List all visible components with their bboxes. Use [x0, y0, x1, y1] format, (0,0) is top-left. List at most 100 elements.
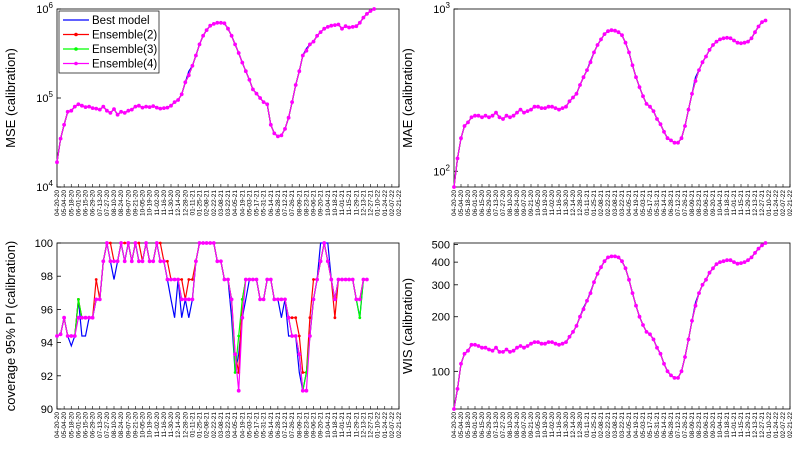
- x-tick-label: 11-29-21: [745, 190, 752, 216]
- x-tick-label: 11-02-20: [154, 412, 161, 438]
- y-tick-label: 92: [41, 371, 53, 383]
- x-tick-label: 08-10-20: [111, 412, 118, 438]
- x-tick-label: 08-10-20: [507, 412, 514, 438]
- data-point-ensemble-4: [233, 352, 238, 357]
- data-point-ensemble-4: [258, 96, 262, 100]
- data-point-ensemble-4: [606, 29, 610, 34]
- data-point-ensemble-4: [240, 315, 245, 320]
- x-tick-label: 05-31-21: [654, 190, 661, 216]
- data-point-ensemble-4: [293, 83, 298, 87]
- x-tick-label: 10-19-20: [147, 190, 154, 216]
- x-tick-label: 09-20-21: [710, 412, 717, 438]
- x-tick-label: 08-24-20: [118, 412, 125, 438]
- y-tick-base: 10: [433, 166, 445, 178]
- data-point-ensemble-4: [226, 277, 230, 282]
- data-point-ensemble-4: [108, 259, 113, 264]
- x-tick-label: 05-18-20: [465, 412, 472, 438]
- x-tick-label: 09-20-21: [318, 190, 325, 216]
- data-point-ensemble-4: [623, 266, 628, 271]
- x-tick-label: 11-02-20: [549, 190, 556, 216]
- data-point-ensemble-4: [112, 107, 116, 111]
- data-point-ensemble-4: [452, 407, 456, 411]
- data-point-ensemble-4: [201, 33, 206, 38]
- legend-marker: [74, 61, 78, 66]
- data-point-ensemble-4: [318, 259, 323, 264]
- x-tick-label: 01-24-22: [773, 412, 780, 438]
- x-tick-label: 06-28-21: [275, 190, 282, 216]
- data-point-ensemble-4: [300, 388, 305, 393]
- x-tick-label: 01-24-22: [382, 412, 389, 438]
- x-tick-label: 10-19-20: [147, 412, 154, 438]
- data-point-ensemble-4: [90, 315, 95, 320]
- x-tick-label: 08-23-21: [303, 190, 310, 216]
- y-tick-exponent: 4: [49, 179, 54, 188]
- data-point-ensemble-4: [616, 30, 621, 35]
- data-point-ensemble-4: [236, 51, 241, 55]
- data-point-ensemble-4: [581, 307, 586, 312]
- x-tick-label: 03-08-21: [612, 190, 619, 216]
- x-tick-label: 09-07-20: [521, 412, 528, 438]
- data-point-ensemble-2: [312, 278, 315, 281]
- x-tick-label: 06-15-20: [83, 412, 90, 438]
- data-point-ensemble-4: [183, 80, 188, 85]
- data-point-ensemble-4: [564, 104, 568, 109]
- data-point-ensemble-4: [585, 68, 589, 72]
- data-point-ensemble-4: [578, 314, 582, 319]
- data-point-ensemble-4: [550, 340, 554, 344]
- data-point-ensemble-4: [219, 20, 223, 25]
- x-tick-label: 02-21-22: [396, 190, 403, 216]
- data-point-ensemble-4: [739, 41, 743, 46]
- data-point-ensemble-4: [251, 87, 255, 92]
- data-point-ensemble-4: [112, 259, 116, 264]
- y-tick-exponent: 5: [49, 90, 54, 99]
- plot-frame: [56, 242, 400, 410]
- data-point-ensemble-4: [721, 36, 726, 41]
- x-tick-label: 05-18-20: [465, 190, 472, 216]
- data-point-ensemble-4: [480, 115, 484, 120]
- data-point-ensemble-4: [630, 63, 635, 68]
- x-tick-label: 05-04-20: [458, 412, 465, 438]
- y-tick-label: 200: [432, 312, 450, 324]
- x-tick-label: 05-04-20: [61, 190, 68, 216]
- x-tick-label: 02-07-22: [389, 412, 396, 438]
- data-point-ensemble-4: [333, 23, 337, 27]
- data-point-ensemble-4: [452, 185, 456, 189]
- data-point-ensemble-2: [166, 259, 169, 263]
- x-tick-label: 11-02-20: [154, 190, 161, 216]
- data-point-ensemble-4: [322, 241, 327, 245]
- legend-entry: Ensemble(4): [92, 59, 157, 71]
- data-point-ensemble-4: [122, 259, 127, 264]
- data-point-ensemble-4: [279, 133, 284, 138]
- data-point-ensemble-4: [571, 330, 575, 334]
- data-point-ensemble-4: [539, 341, 544, 346]
- data-point-ensemble-4: [553, 341, 558, 346]
- x-tick-label: 10-04-21: [325, 190, 332, 216]
- data-point-ensemble-4: [662, 361, 666, 366]
- x-tick-label: 09-06-21: [703, 190, 710, 216]
- data-point-ensemble-4: [101, 104, 106, 109]
- x-tick-label: 11-29-21: [745, 412, 752, 438]
- data-point-ensemble-4: [644, 330, 649, 334]
- data-point-ensemble-4: [665, 369, 670, 374]
- data-point-ensemble-4: [254, 277, 259, 282]
- data-point-ensemble-4: [315, 277, 319, 282]
- data-point-ensemble-4: [760, 20, 764, 24]
- data-point-ensemble-4: [651, 337, 656, 342]
- data-point-ensemble-4: [735, 40, 740, 45]
- data-point-ensemble-4: [476, 113, 481, 118]
- y-tick-exponent: 2: [446, 163, 451, 172]
- data-point-ensemble-4: [293, 334, 298, 338]
- x-tick-label: 06-01-20: [75, 190, 82, 216]
- data-point-ensemble-4: [194, 53, 198, 58]
- x-tick-label: 09-07-20: [125, 412, 132, 438]
- data-point-ensemble-4: [119, 241, 123, 245]
- data-point-ensemble-4: [504, 347, 509, 352]
- data-point-ensemble-4: [455, 156, 460, 161]
- data-point-ensemble-4: [497, 350, 502, 354]
- data-point-ensemble-4: [469, 342, 474, 347]
- data-point-ensemble-4: [466, 348, 470, 353]
- data-point-ensemble-4: [308, 42, 312, 47]
- x-tick-label: 07-12-21: [675, 190, 682, 216]
- data-point-ensemble-4: [655, 117, 659, 121]
